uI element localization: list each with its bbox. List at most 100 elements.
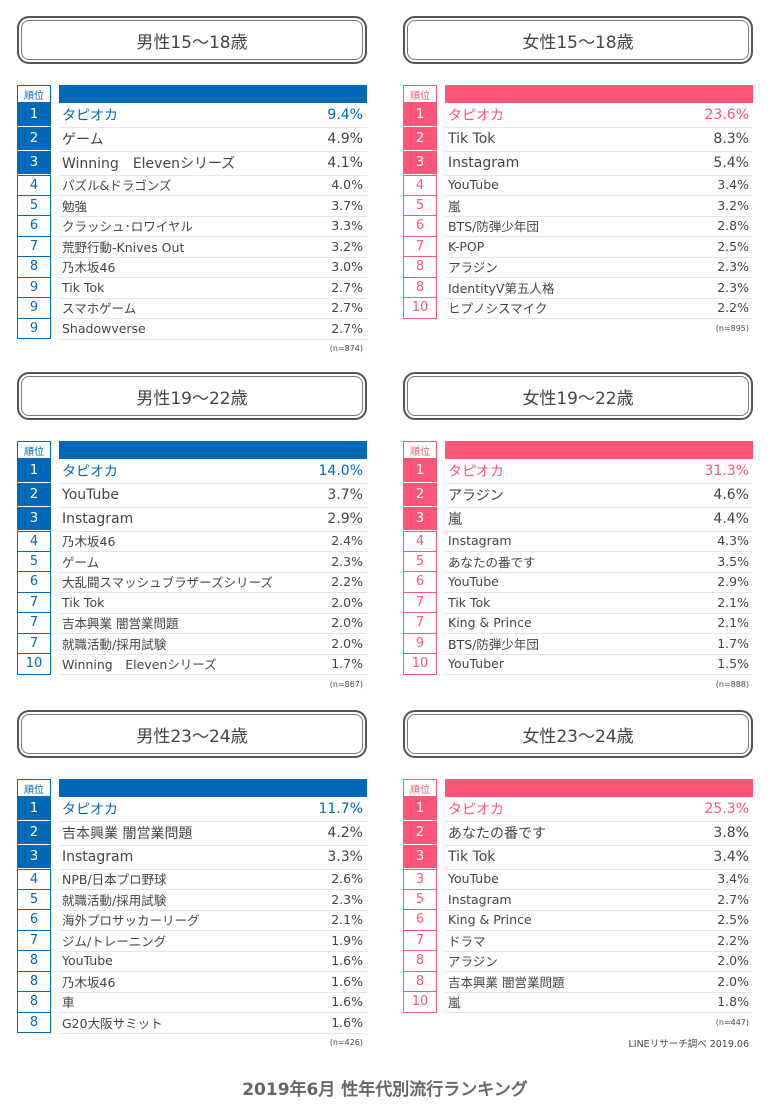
trend-percent: 1.6% <box>331 953 363 969</box>
rank-number: 7 <box>403 592 437 613</box>
trend-item: Winning Elevenシリーズ <box>62 657 217 673</box>
rank-number: 1 <box>403 459 437 483</box>
table-row: 8 YouTube 1.6% <box>17 951 367 972</box>
trend-percent: 2.0% <box>717 953 749 969</box>
trend-percent: 2.0% <box>717 973 749 989</box>
trend-item: 嵐 <box>448 511 462 528</box>
table-row: 1 タピオカ 23.6% <box>403 103 753 128</box>
panel-title: 女性23〜24歳 <box>403 710 753 758</box>
trend-percent: 2.5% <box>717 238 749 254</box>
table-row: 1 タピオカ 11.7% <box>17 797 367 822</box>
table-row: 9 Shadowverse 2.7% <box>17 318 367 340</box>
table-row: 3 Instagram 5.4% <box>403 151 753 176</box>
table-row: 6 クラッシュ･ロワイヤル 3.3% <box>17 216 367 237</box>
trend-percent: 2.7% <box>331 320 363 336</box>
header-bar <box>445 779 753 797</box>
sample-size: (n=895) <box>715 323 749 333</box>
rank-header: 順位 <box>17 441 51 459</box>
rank-number: 9 <box>17 277 51 298</box>
rank-number: 1 <box>17 797 51 821</box>
trend-percent: 2.3% <box>331 553 363 569</box>
sample-size: (n=888) <box>715 679 749 689</box>
trend-percent: 3.2% <box>331 238 363 254</box>
trend-item: King & Prince <box>448 912 532 928</box>
rank-number: 6 <box>17 216 51 237</box>
trend-item: アラジン <box>448 487 504 504</box>
trend-percent: 2.1% <box>331 912 363 928</box>
table-row: 6 YouTube 2.9% <box>403 572 753 593</box>
rank-number: 7 <box>17 613 51 634</box>
rank-header: 順位 <box>403 779 437 797</box>
rank-number: 4 <box>17 175 51 196</box>
table-row: 8 乃木坂46 3.0% <box>17 257 367 278</box>
trend-percent: 2.9% <box>717 574 749 590</box>
rank-number: 1 <box>17 103 51 127</box>
rank-number: 8 <box>17 992 51 1013</box>
rank-number: 4 <box>17 869 51 890</box>
rank-header: 順位 <box>17 85 51 103</box>
table-row: 4 パズル&ドラゴンズ 4.0% <box>17 175 367 196</box>
trend-percent: 2.1% <box>717 594 749 610</box>
trend-item: ドラマ <box>448 933 486 949</box>
table-row: 1 タピオカ 14.0% <box>17 459 367 484</box>
trend-item: タピオカ <box>62 801 118 818</box>
trend-percent: 2.3% <box>717 279 749 295</box>
table-row: 2 あなたの番です 3.8% <box>403 821 753 846</box>
rank-number: 5 <box>17 551 51 572</box>
trend-percent: 2.9% <box>327 510 363 527</box>
ranking-panel-male: 男性15〜18歳 順位 1 タピオカ 9.4% 2 ゲーム 4.9% 3 Win… <box>17 16 367 353</box>
trend-item: 乃木坂46 <box>62 974 116 990</box>
trend-item: YouTube <box>448 574 499 590</box>
trend-percent: 8.3% <box>713 130 749 147</box>
trend-item: Tik Tok <box>448 848 496 865</box>
trend-item: ゲーム <box>62 554 100 570</box>
ranking-panel-male: 男性19〜22歳 順位 1 タピオカ 14.0% 2 YouTube 3.7% … <box>17 372 367 689</box>
table-row: 3 Instagram 2.9% <box>17 507 367 532</box>
sample-size: (n=426) <box>329 1038 363 1047</box>
rank-number: 2 <box>17 127 51 151</box>
trend-percent: 4.3% <box>717 533 749 549</box>
rank-number: 4 <box>403 175 437 196</box>
rank-number: 2 <box>17 821 51 845</box>
table-row: 8 車 1.6% <box>17 992 367 1013</box>
rank-number: 4 <box>17 531 51 552</box>
rank-number: 3 <box>17 507 51 531</box>
trend-percent: 1.6% <box>331 973 363 989</box>
trend-item: アラジン <box>448 954 498 970</box>
table-row: 3 Tik Tok 3.4% <box>403 845 753 870</box>
table-row: 3 Winning Elevenシリーズ 4.1% <box>17 151 367 176</box>
table-row: 7 K-POP 2.5% <box>403 236 753 258</box>
trend-percent: 4.6% <box>713 486 749 503</box>
table-row: 4 乃木坂46 2.4% <box>17 531 367 552</box>
trend-item: YouTube <box>62 486 119 503</box>
table-row: 3 嵐 4.4% <box>403 507 753 532</box>
trend-item: K-POP <box>448 238 485 254</box>
rank-number: 7 <box>17 930 51 951</box>
table-row: 7 吉本興業 闇営業問題 2.0% <box>17 613 367 634</box>
trend-item: YouTube <box>62 953 113 969</box>
rank-header: 順位 <box>17 779 51 797</box>
trend-item: Winning Elevenシリーズ <box>62 155 236 172</box>
trend-percent: 2.2% <box>717 932 749 948</box>
ranking-panel-female: 女性15〜18歳 順位 1 タピオカ 23.6% 2 Tik Tok 8.3% … <box>403 16 753 333</box>
rank-number: 6 <box>403 216 437 237</box>
rank-number: 6 <box>403 572 437 593</box>
table-row: 3 Instagram 3.3% <box>17 845 367 870</box>
trend-item: ヒプノシスマイク <box>448 301 548 317</box>
trend-percent: 4.0% <box>331 177 363 193</box>
rank-number: 10 <box>403 654 437 675</box>
trend-percent: 3.0% <box>331 259 363 275</box>
trend-percent: 2.7% <box>717 891 749 907</box>
table-row: 5 あなたの番です 3.5% <box>403 551 753 573</box>
rank-number: 8 <box>17 1012 51 1033</box>
trend-item: ジム/トレーニング <box>62 933 167 949</box>
table-row: 6 BTS/防弾少年団 2.8% <box>403 216 753 237</box>
trend-percent: 2.3% <box>331 891 363 907</box>
table-row: 7 就職活動/採用試験 2.0% <box>17 633 367 655</box>
rank-number: 1 <box>403 797 437 821</box>
trend-item: あなたの番です <box>448 554 536 570</box>
table-row: 8 吉本興業 闇営業問題 2.0% <box>403 971 753 993</box>
trend-percent: 2.8% <box>717 218 749 234</box>
table-row: 3 YouTube 3.4% <box>403 869 753 890</box>
sample-size: (n=874) <box>329 344 363 353</box>
